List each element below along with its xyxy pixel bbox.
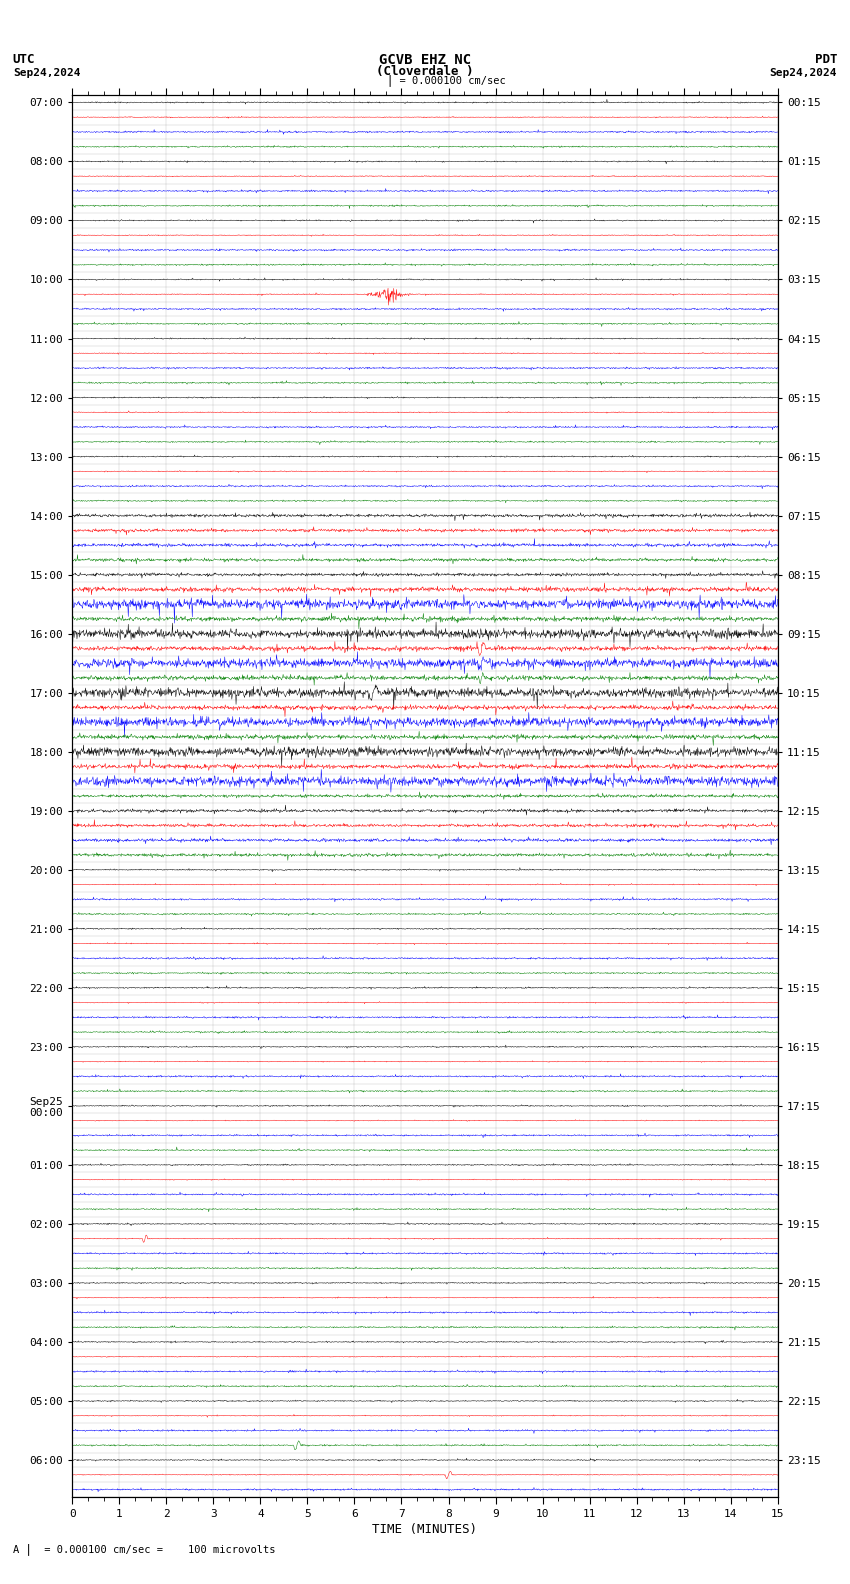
Text: (Cloverdale ): (Cloverdale ) bbox=[377, 65, 473, 78]
Text: Sep24,2024: Sep24,2024 bbox=[13, 68, 80, 78]
X-axis label: TIME (MINUTES): TIME (MINUTES) bbox=[372, 1522, 478, 1536]
Text: ⎮ = 0.000100 cm/sec: ⎮ = 0.000100 cm/sec bbox=[387, 74, 506, 86]
Text: PDT: PDT bbox=[815, 52, 837, 65]
Text: A ⎮  = 0.000100 cm/sec =    100 microvolts: A ⎮ = 0.000100 cm/sec = 100 microvolts bbox=[13, 1543, 275, 1555]
Text: Sep24,2024: Sep24,2024 bbox=[770, 68, 837, 78]
Text: GCVB EHZ NC: GCVB EHZ NC bbox=[379, 54, 471, 67]
Text: UTC: UTC bbox=[13, 52, 35, 65]
